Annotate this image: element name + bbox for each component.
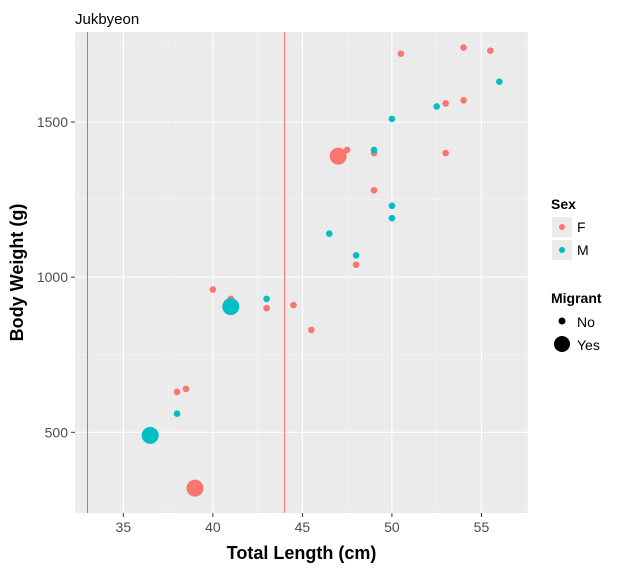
legend-point-f [559,224,565,230]
data-points [141,44,503,497]
data-point-migrant [222,298,240,316]
x-tick-label: 35 [116,519,132,535]
x-tick-label: 45 [295,519,311,535]
data-point [397,50,405,58]
data-point [343,146,351,154]
x-axis: 35 40 45 50 55 [116,513,490,535]
reference-lines [87,32,285,513]
data-point [487,47,494,54]
data-point [209,286,217,293]
data-point [352,261,360,269]
data-point [370,146,378,154]
grid-minor [75,32,528,513]
data-point [173,388,181,396]
legend-label-f: F [577,219,586,235]
legend-label-m: M [577,242,589,258]
legend-migrant: Migrant No Yes [551,290,602,353]
x-tick-label: 50 [384,519,400,535]
data-point [325,230,333,238]
data-point [263,304,270,312]
plot-panel [75,32,528,513]
data-point [388,202,396,210]
legend-label-yes: Yes [577,337,600,353]
data-point [388,115,396,123]
data-point [352,252,360,259]
legend-point-yes [554,336,570,352]
data-point-migrant [141,426,159,444]
data-point [442,149,449,157]
data-point [182,385,190,393]
x-tick-label: 40 [205,519,221,535]
data-point [460,96,467,104]
y-tick-label: 1000 [37,269,68,285]
y-axis: 500 1000 1500 [37,114,75,440]
legend-point-m [559,247,565,253]
legend-migrant-title: Migrant [551,290,602,306]
data-point-migrant [329,147,347,165]
data-point [442,100,449,107]
data-point [290,301,297,309]
x-axis-label: Total Length (cm) [227,543,377,563]
x-tick-label: 55 [474,519,490,535]
legend-label-no: No [577,314,595,330]
y-tick-label: 1500 [37,114,68,130]
data-point [173,410,181,417]
data-point [263,295,270,303]
data-point [496,78,503,85]
chart-title: Jukbyeon [75,11,139,28]
legend-point-no [558,317,566,325]
y-tick-label: 500 [45,424,69,440]
legend-sex: Sex F M [551,196,589,260]
legend-sex-title: Sex [551,196,576,212]
data-point [433,103,440,110]
y-axis-label: Body Weight (g) [7,204,27,342]
data-point-migrant [186,479,204,497]
data-point [308,326,315,334]
grid-major [75,32,528,513]
data-point [370,186,378,194]
data-point [388,214,396,222]
data-point [460,44,467,51]
